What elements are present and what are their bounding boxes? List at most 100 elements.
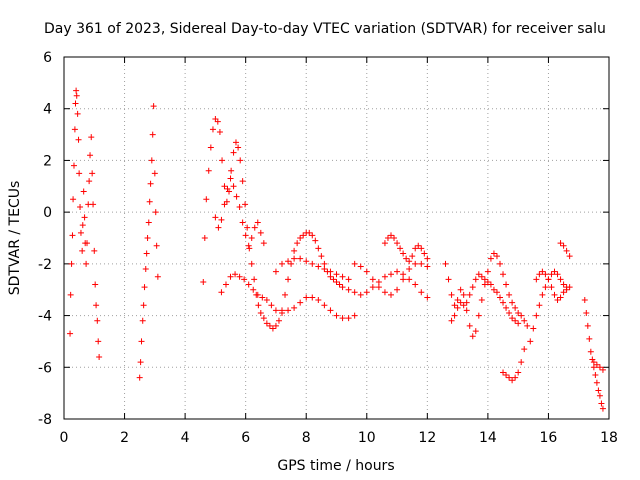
data-point-marker xyxy=(239,219,246,226)
data-point-marker xyxy=(228,167,235,174)
data-point-marker xyxy=(394,240,401,247)
x-tick-label: 18 xyxy=(600,430,618,446)
data-point-marker xyxy=(451,312,458,319)
data-point-marker xyxy=(518,359,525,366)
series-segment-2.5-3.1h xyxy=(136,103,161,381)
data-point-marker xyxy=(406,258,413,265)
data-point-marker xyxy=(512,304,519,311)
data-point-marker xyxy=(245,281,252,288)
data-point-marker xyxy=(536,271,543,278)
data-point-marker xyxy=(73,92,80,99)
y-tick-label: -2 xyxy=(38,257,52,273)
data-point-marker xyxy=(80,188,87,195)
data-point-marker xyxy=(351,312,358,319)
data-point-marker xyxy=(209,126,216,133)
data-point-marker xyxy=(533,312,540,319)
data-point-marker xyxy=(214,118,221,125)
data-point-marker xyxy=(487,255,494,262)
data-point-marker xyxy=(548,284,555,291)
data-point-marker xyxy=(478,273,485,280)
data-point-marker xyxy=(268,302,275,309)
data-point-marker xyxy=(406,266,413,273)
data-point-marker xyxy=(227,175,234,182)
data-point-marker xyxy=(509,377,516,384)
data-point-marker xyxy=(545,276,552,283)
data-point-marker xyxy=(596,364,603,371)
data-point-marker xyxy=(254,291,261,298)
data-point-marker xyxy=(309,294,316,301)
data-point-marker xyxy=(93,302,100,309)
data-point-marker xyxy=(557,276,564,283)
data-point-marker xyxy=(598,400,605,407)
data-point-marker xyxy=(512,317,519,324)
data-point-marker xyxy=(466,322,473,329)
data-point-marker xyxy=(224,185,231,192)
data-point-marker xyxy=(233,193,240,200)
y-tick-label: 2 xyxy=(43,153,52,169)
data-point-marker xyxy=(71,126,78,133)
x-axis-label: GPS time / hours xyxy=(277,458,394,474)
data-point-marker xyxy=(227,273,234,280)
data-point-marker xyxy=(500,369,507,376)
data-point-marker xyxy=(81,214,88,221)
data-point-marker xyxy=(454,297,461,304)
data-point-marker xyxy=(203,196,210,203)
data-point-marker xyxy=(77,203,84,210)
data-point-marker xyxy=(551,268,558,275)
data-point-marker xyxy=(506,374,513,381)
data-point-marker xyxy=(272,307,279,314)
data-point-marker xyxy=(236,273,243,280)
data-point-marker xyxy=(351,289,358,296)
data-point-marker xyxy=(515,369,522,376)
data-point-marker xyxy=(539,268,546,275)
data-point-marker xyxy=(475,271,482,278)
data-point-marker xyxy=(599,405,606,412)
data-point-marker xyxy=(327,268,334,275)
plot-frame xyxy=(63,56,610,420)
data-point-marker xyxy=(451,302,458,309)
data-point-marker xyxy=(475,312,482,319)
data-point-marker xyxy=(142,266,149,273)
data-point-marker xyxy=(595,387,602,394)
data-point-marker xyxy=(87,152,94,159)
data-point-marker xyxy=(230,183,237,190)
data-point-marker xyxy=(406,276,413,283)
data-point-marker xyxy=(448,317,455,324)
data-point-marker xyxy=(363,268,370,275)
data-point-marker xyxy=(493,289,500,296)
data-point-marker xyxy=(297,255,304,262)
data-point-marker xyxy=(75,136,82,143)
data-point-marker xyxy=(503,372,510,379)
data-point-marker xyxy=(77,229,84,236)
data-point-marker xyxy=(150,103,157,110)
x-tick-label: 0 xyxy=(60,430,69,446)
data-point-marker xyxy=(424,263,431,270)
data-point-marker xyxy=(481,276,488,283)
data-point-marker xyxy=(478,297,485,304)
data-point-marker xyxy=(95,338,102,345)
data-point-marker xyxy=(484,278,491,285)
data-point-marker xyxy=(357,263,364,270)
data-point-marker xyxy=(357,291,364,298)
data-point-marker xyxy=(251,276,258,283)
data-point-marker xyxy=(400,276,407,283)
data-point-marker xyxy=(257,309,264,316)
data-point-marker xyxy=(412,245,419,252)
data-point-marker xyxy=(70,196,77,203)
data-point-marker xyxy=(554,297,561,304)
data-point-marker xyxy=(394,268,401,275)
data-point-marker xyxy=(219,157,226,164)
data-point-marker xyxy=(86,178,93,185)
data-point-marker xyxy=(235,144,242,151)
data-point-marker xyxy=(72,100,79,107)
data-point-marker xyxy=(88,134,95,141)
data-point-marker xyxy=(339,315,346,322)
data-point-marker xyxy=(345,315,352,322)
data-point-marker xyxy=(583,309,590,316)
data-point-marker xyxy=(351,260,358,267)
data-point-marker xyxy=(560,281,567,288)
data-point-marker xyxy=(282,291,289,298)
data-point-marker xyxy=(442,260,449,267)
data-point-marker xyxy=(212,214,219,221)
